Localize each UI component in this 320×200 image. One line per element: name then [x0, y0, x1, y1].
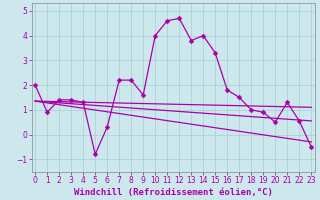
- X-axis label: Windchill (Refroidissement éolien,°C): Windchill (Refroidissement éolien,°C): [74, 188, 273, 197]
